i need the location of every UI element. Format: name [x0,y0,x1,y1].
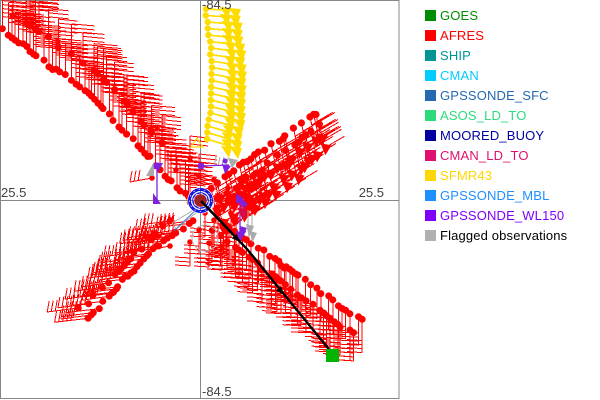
svg-text:25.5: 25.5 [359,185,384,200]
svg-text:25.5: 25.5 [1,185,26,200]
svg-text:-84.5: -84.5 [202,384,232,399]
svg-text:-84.5: -84.5 [202,0,232,12]
